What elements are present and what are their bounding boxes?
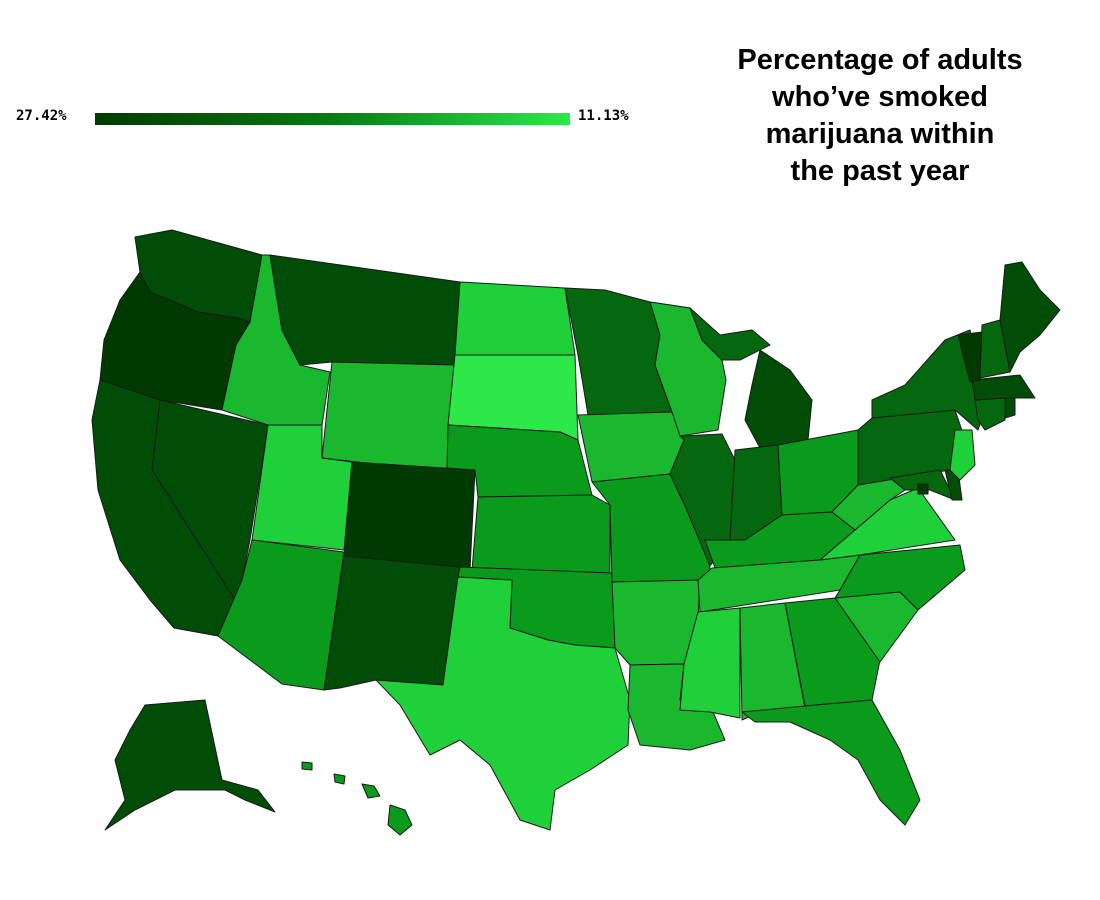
- title-line-3: marijuana within: [765, 118, 995, 150]
- state-florida[interactable]: [741, 699, 921, 826]
- state-massachusetts[interactable]: [971, 374, 1036, 401]
- state-north-dakota[interactable]: [454, 281, 576, 356]
- state-michigan-upper[interactable]: [689, 307, 771, 361]
- state-new-jersey[interactable]: [949, 429, 976, 481]
- state-arizona[interactable]: [217, 539, 345, 691]
- state-maine[interactable]: [999, 261, 1061, 373]
- state-georgia[interactable]: [784, 597, 881, 707]
- state-iowa[interactable]: [577, 411, 685, 483]
- state-kansas[interactable]: [471, 494, 611, 574]
- state-north-carolina[interactable]: [834, 544, 966, 611]
- state-hawaii-kauai[interactable]: [301, 761, 313, 771]
- state-hawaii-maui[interactable]: [361, 783, 381, 799]
- state-vermont[interactable]: [957, 331, 983, 383]
- state-new-mexico[interactable]: [323, 555, 461, 691]
- state-illinois[interactable]: [669, 433, 736, 567]
- state-texas[interactable]: [375, 576, 631, 831]
- legend-gradient-bar: [95, 113, 570, 125]
- state-alaska[interactable]: [104, 699, 276, 831]
- title-line-2: who’ve smoked: [772, 81, 988, 113]
- title-line-4: the past year: [790, 155, 970, 187]
- state-montana[interactable]: [269, 254, 461, 366]
- state-michigan[interactable]: [744, 349, 813, 449]
- map-title: Percentage of adults who’ve smoked marij…: [700, 42, 1060, 190]
- state-wyoming[interactable]: [321, 361, 456, 473]
- state-rhode-island[interactable]: [1004, 397, 1016, 419]
- legend-min-label: 27.42%: [16, 108, 67, 124]
- state-hawaii-oahu[interactable]: [333, 773, 346, 785]
- state-hawaii-big[interactable]: [387, 804, 413, 836]
- legend-max-label: 11.13%: [578, 108, 629, 124]
- state-colorado[interactable]: [343, 461, 476, 571]
- title-line-1: Percentage of adults: [737, 44, 1023, 76]
- state-dc[interactable]: [917, 483, 929, 495]
